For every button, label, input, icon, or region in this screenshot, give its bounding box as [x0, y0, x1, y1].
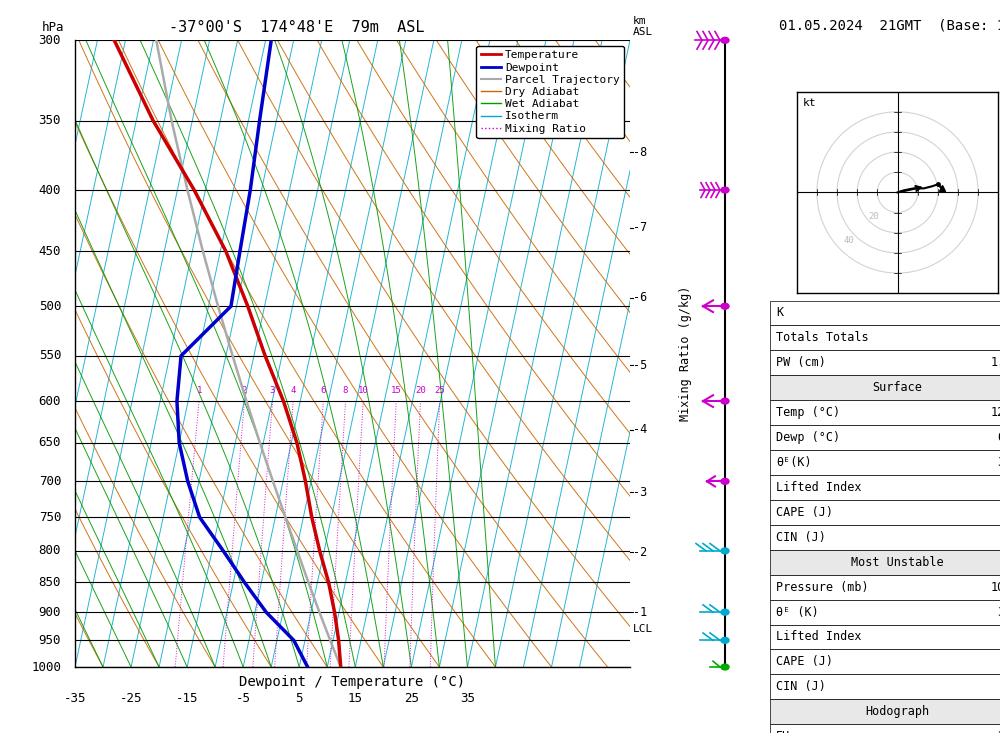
Text: 1.21: 1.21	[990, 356, 1000, 369]
Text: hPa: hPa	[42, 21, 64, 34]
Text: CIN (J): CIN (J)	[776, 680, 826, 693]
Text: -2: -2	[633, 545, 647, 559]
X-axis label: Dewpoint / Temperature (°C): Dewpoint / Temperature (°C)	[239, 675, 466, 689]
Text: Most Unstable: Most Unstable	[851, 556, 944, 569]
Text: 302: 302	[998, 605, 1000, 619]
Legend: Temperature, Dewpoint, Parcel Trajectory, Dry Adiabat, Wet Adiabat, Isotherm, Mi: Temperature, Dewpoint, Parcel Trajectory…	[476, 46, 624, 138]
Text: Surface: Surface	[873, 381, 922, 394]
Text: Temp (°C): Temp (°C)	[776, 406, 840, 419]
Text: 25: 25	[434, 386, 445, 395]
Text: K: K	[776, 306, 783, 320]
Text: 1002: 1002	[990, 581, 1000, 594]
Text: 243: 243	[998, 730, 1000, 733]
Text: Hodograph: Hodograph	[865, 705, 930, 718]
Text: -3: -3	[633, 486, 647, 499]
Text: 302: 302	[998, 456, 1000, 469]
Text: -5: -5	[633, 358, 647, 372]
Text: CIN (J): CIN (J)	[776, 531, 826, 544]
Text: CAPE (J): CAPE (J)	[776, 655, 833, 668]
Text: 400: 400	[39, 183, 61, 196]
Text: 15: 15	[391, 386, 402, 395]
Text: 10: 10	[358, 386, 369, 395]
Text: 300: 300	[39, 34, 61, 47]
Text: -6: -6	[633, 291, 647, 304]
Text: 25: 25	[404, 692, 419, 705]
Text: 01.05.2024  21GMT  (Base: 18): 01.05.2024 21GMT (Base: 18)	[779, 19, 1000, 33]
Text: 15: 15	[348, 692, 363, 705]
Text: 35: 35	[460, 692, 475, 705]
Text: 4: 4	[291, 386, 296, 395]
Text: Lifted Index: Lifted Index	[776, 630, 862, 644]
Text: 3: 3	[270, 386, 275, 395]
Text: 1: 1	[196, 386, 202, 395]
Text: 850: 850	[39, 576, 61, 589]
Text: Totals Totals: Totals Totals	[776, 331, 869, 345]
Text: 450: 450	[39, 245, 61, 258]
Text: 6: 6	[321, 386, 326, 395]
Text: Lifted Index: Lifted Index	[776, 481, 862, 494]
Text: 12.4: 12.4	[990, 406, 1000, 419]
Text: 5: 5	[295, 692, 303, 705]
Text: -4: -4	[633, 424, 647, 436]
Text: km
ASL: km ASL	[633, 15, 653, 37]
Text: θᴱ(K): θᴱ(K)	[776, 456, 812, 469]
Text: LCL: LCL	[633, 625, 653, 634]
Text: 20: 20	[415, 386, 426, 395]
Text: 350: 350	[39, 114, 61, 127]
Text: -8: -8	[633, 146, 647, 159]
Text: -25: -25	[120, 692, 142, 705]
Text: 700: 700	[39, 475, 61, 488]
Text: θᴱ (K): θᴱ (K)	[776, 605, 819, 619]
Text: 600: 600	[39, 394, 61, 408]
Text: 800: 800	[39, 545, 61, 557]
Text: 950: 950	[39, 634, 61, 647]
Text: -15: -15	[176, 692, 198, 705]
Text: Mixing Ratio (g/kg): Mixing Ratio (g/kg)	[678, 286, 692, 421]
Text: Dewp (°C): Dewp (°C)	[776, 431, 840, 444]
Text: 8: 8	[343, 386, 348, 395]
Text: 900: 900	[39, 605, 61, 619]
Text: kt: kt	[803, 97, 816, 108]
Text: 40: 40	[844, 236, 854, 246]
Title: -37°00'S  174°48'E  79m  ASL: -37°00'S 174°48'E 79m ASL	[169, 20, 425, 35]
Text: 550: 550	[39, 350, 61, 362]
Text: CAPE (J): CAPE (J)	[776, 506, 833, 519]
Text: 750: 750	[39, 511, 61, 524]
Text: 500: 500	[39, 300, 61, 313]
Text: 20: 20	[868, 212, 879, 221]
Text: 6.5: 6.5	[998, 431, 1000, 444]
Text: PW (cm): PW (cm)	[776, 356, 826, 369]
Text: -1: -1	[633, 605, 647, 619]
Text: Pressure (mb): Pressure (mb)	[776, 581, 869, 594]
Text: -5: -5	[236, 692, 251, 705]
Text: -35: -35	[64, 692, 86, 705]
Text: 2: 2	[242, 386, 247, 395]
Text: 650: 650	[39, 436, 61, 449]
Text: 1000: 1000	[31, 660, 61, 674]
Text: EH: EH	[776, 730, 790, 733]
Text: -7: -7	[633, 221, 647, 235]
